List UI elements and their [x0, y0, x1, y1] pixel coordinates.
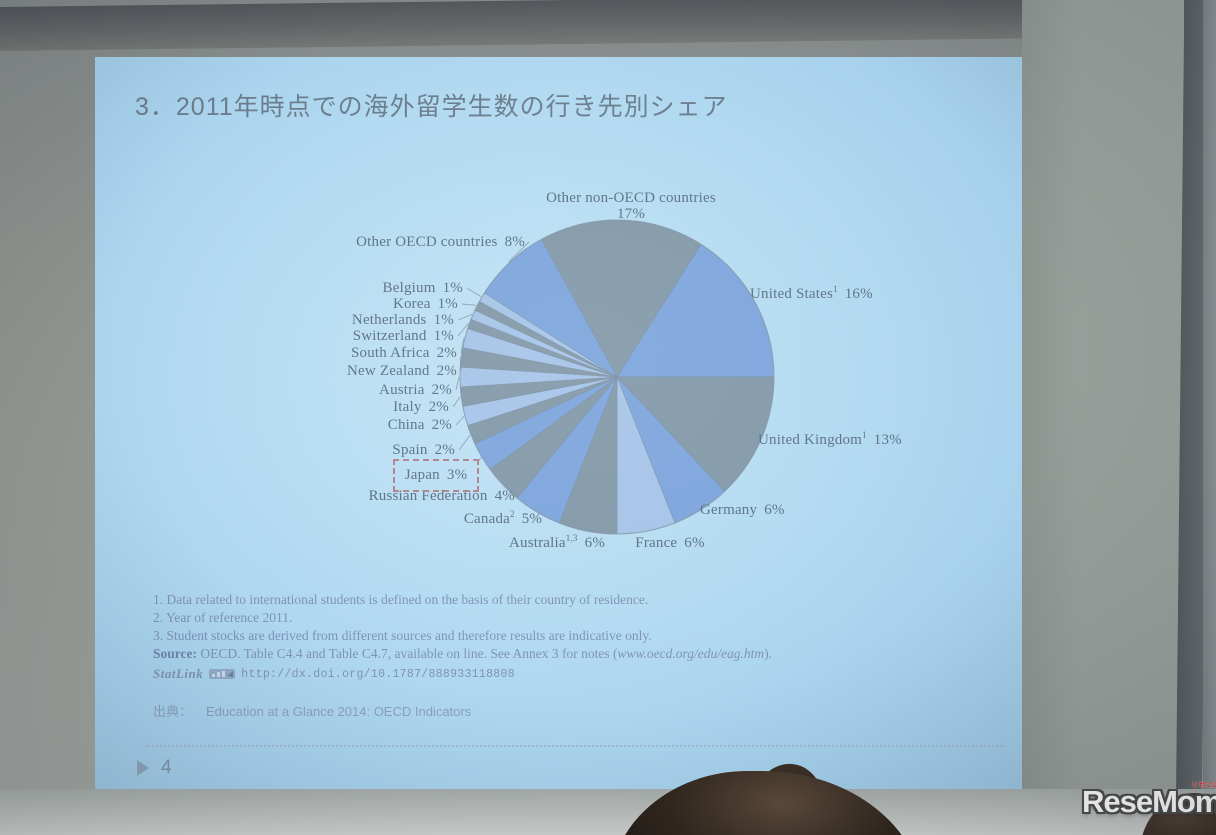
- resemom-watermark: ReseMom. リセマム: [1082, 782, 1216, 820]
- statlink-url: http://dx.doi.org/10.1787/888933118808: [241, 667, 515, 681]
- leader-line-south-africa: [460, 337, 465, 354]
- footnote-3: 3. Student stocks are derived from diffe…: [153, 628, 652, 644]
- pie-label-spain: Spain 2%: [392, 442, 455, 458]
- projected-slide: 3．2011年時点での海外留学生数の行き先別シェア Other non-OECD…: [95, 57, 1025, 792]
- pie-slice-other-oecd-countries: [483, 238, 618, 378]
- statlink-line: StatLink http://dx.doi.org/10.1787/88893…: [153, 666, 515, 682]
- citation-label: 出典：: [153, 704, 193, 719]
- source-text: OECD. Table C4.4 and Table C4.7, availab…: [197, 646, 618, 661]
- pie-slice-switzerland: [467, 318, 618, 378]
- screen-right-margin: [1022, 0, 1184, 835]
- pie-slice-netherlands: [470, 309, 618, 378]
- citation-line: 出典： Education at a Glance 2014: OECD Indi…: [153, 701, 471, 720]
- slide-title: 3．2011年時点での海外留学生数の行き先別シェア: [135, 93, 728, 121]
- pie-slice-russian-federation: [489, 376, 618, 499]
- source-tail: ).: [764, 646, 773, 661]
- source-line: Source: OECD. Table C4.4 and Table C4.7,…: [153, 646, 772, 662]
- pie-slice-spain: [467, 376, 618, 445]
- pie-label-other-oecd-countries: Other OECD countries 8%: [356, 234, 525, 250]
- leader-line-italy: [452, 396, 461, 408]
- watermark-ruby: リセマム: [1191, 782, 1216, 789]
- pie-label-united-kingdom: United Kingdom1 13%: [758, 430, 902, 449]
- leader-line-netherlands: [457, 313, 473, 321]
- source-label: Source:: [153, 646, 197, 661]
- pie-label-canada: Canada2 5%: [463, 509, 543, 528]
- leader-line-spain: [458, 434, 471, 451]
- pie-slice-south-africa: [462, 327, 618, 378]
- footnote-1: 1. Data related to international student…: [153, 592, 649, 607]
- pie-label-china: China 2%: [387, 417, 452, 433]
- pie-slice-united-kingdom: [616, 376, 775, 492]
- pie-label-australia: Australia1,3 6%: [508, 533, 606, 552]
- watermark-text: ReseMom.: [1082, 784, 1216, 819]
- leader-line-korea: [461, 303, 477, 306]
- pie-label-belgium: Belgium 1%: [382, 280, 463, 296]
- pie-label-russian-federation: Russian Federation 4%: [368, 488, 515, 504]
- pie-slice-united-states: [616, 243, 775, 378]
- pie-label-korea: Korea 1%: [392, 296, 458, 312]
- pie-slice-new-zealand: [459, 347, 618, 378]
- footer-dotted-divider: [145, 745, 1005, 747]
- pie-outline: [459, 219, 775, 535]
- wall-bottom: [0, 789, 1216, 835]
- citation-text: Education at a Glance 2014: OECD Indicat…: [206, 704, 472, 719]
- pie-slice-canada: [516, 376, 618, 524]
- statlink-label: StatLink: [153, 666, 204, 681]
- pie-slice-china: [462, 376, 618, 427]
- pie-slice-other-non-oecd-countries: [540, 219, 702, 378]
- pie-slice-austria: [459, 366, 618, 388]
- page-number: 4: [161, 757, 172, 778]
- pie-label-italy: Italy 2%: [393, 399, 449, 415]
- page-arrow-icon: [137, 760, 149, 776]
- pie-slice-france: [616, 376, 676, 535]
- pie-slice-korea: [474, 300, 618, 378]
- pie-label-germany: Germany 6%: [700, 502, 785, 518]
- japan-highlight-box: Japan 3%: [393, 459, 479, 492]
- leader-line-new-zealand: [459, 357, 462, 372]
- pie-label-japan: Japan 3%: [404, 467, 468, 483]
- pie-slice-belgium: [478, 292, 618, 378]
- pie-slice-italy: [459, 376, 618, 407]
- pie-label-austria: Austria 2%: [379, 382, 452, 398]
- footnote-2: 2. Year of reference 2011.: [153, 610, 293, 626]
- pie-label-south-africa: South Africa 2%: [350, 345, 457, 361]
- pie-label-switzerland: Switzerland 1%: [352, 328, 454, 344]
- pie-label-other-non-oecd-countries: Other non-OECD countries 17%: [546, 190, 716, 222]
- leader-line-switzerland: [457, 323, 469, 337]
- page-marker: 4: [137, 757, 172, 779]
- pie-label-united-states: United States1 16%: [750, 284, 873, 303]
- leader-line-belgium: [466, 287, 482, 297]
- pie-slice-japan: [474, 376, 618, 470]
- wall-right-edge: [1203, 0, 1216, 835]
- pie-label-netherlands: Netherlands 1%: [351, 312, 454, 328]
- pie-label-france: France 6%: [635, 535, 705, 551]
- pie-label-new-zealand: New Zealand 2%: [347, 363, 457, 379]
- source-url: www.oecd.org/edu/eag.htm: [617, 646, 765, 661]
- footnotes: 1. Data related to international student…: [153, 591, 652, 646]
- leader-line-china: [455, 415, 465, 426]
- statlink-icon: [209, 669, 236, 679]
